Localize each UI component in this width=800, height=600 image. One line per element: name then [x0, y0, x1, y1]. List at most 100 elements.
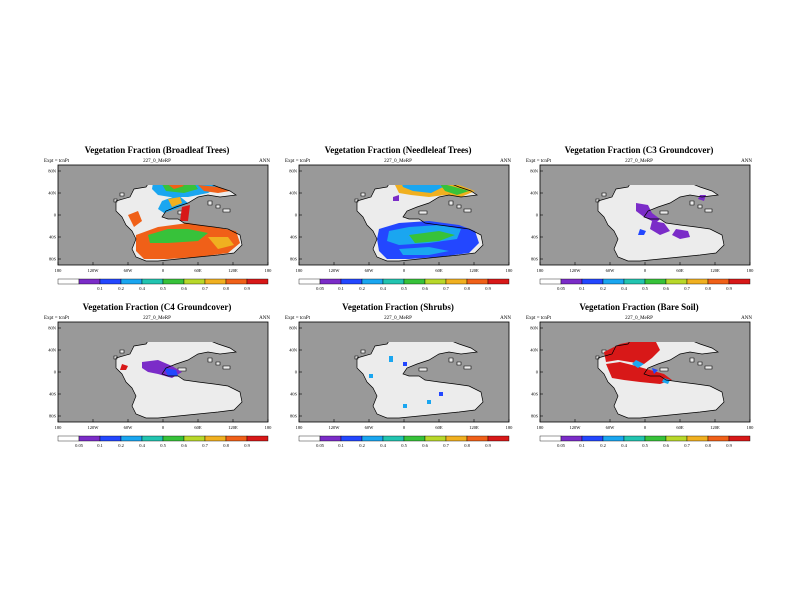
colorbar-segment	[728, 278, 751, 285]
vegetation-region	[427, 400, 431, 404]
colorbar-segment	[183, 435, 206, 442]
colorbar-tick-label: 0.6	[181, 286, 187, 291]
colorbar-segment	[57, 435, 80, 442]
x-tick-label: 180	[747, 425, 755, 430]
x-tick-label: 120E	[710, 268, 720, 273]
island	[222, 208, 231, 213]
x-tick-label: 60W	[365, 425, 375, 430]
x-tick-label: 0	[644, 425, 647, 430]
island	[360, 192, 366, 197]
x-tick-label: 60W	[365, 268, 375, 273]
colorbar-segment	[361, 278, 384, 285]
colorbar-tick-label: 0.05	[75, 443, 84, 448]
colorbar-segment	[99, 278, 122, 285]
map-layers	[113, 185, 243, 262]
colorbar-tick-label: 0.8	[464, 286, 470, 291]
land-mass	[357, 342, 483, 418]
y-tick-label: 80S	[49, 257, 57, 262]
island	[689, 357, 695, 363]
island	[360, 349, 366, 354]
x-tick-label: 180	[296, 268, 304, 273]
y-tick-label: 80S	[49, 414, 57, 419]
expt-label: Expt = tcnPt	[44, 159, 70, 164]
colorbar-tick-label: 0.1	[97, 443, 103, 448]
colorbar-tick-label: 0.7	[202, 286, 208, 291]
x-tick-label: 0	[162, 425, 165, 430]
colorbar-segment	[623, 278, 646, 285]
vegetation-region	[403, 404, 407, 408]
colorbar-tick-label: 0.2	[118, 286, 124, 291]
y-tick-label: 0	[295, 213, 298, 218]
colorbar-segment	[424, 435, 447, 442]
colorbar-segment	[560, 435, 583, 442]
run-label: 227_0_MeRP	[384, 316, 412, 321]
run-label: 227_0_MeRP	[384, 159, 412, 164]
colorbar-tick-label: 0.9	[726, 443, 732, 448]
colorbar-segment	[707, 435, 730, 442]
chart-title: Vegetation Fraction (Needleleaf Trees)	[324, 145, 472, 155]
colorbar-tick-label: 0.8	[705, 286, 711, 291]
vegetation-region	[128, 211, 142, 227]
colorbar-tick-label: 0.1	[579, 443, 585, 448]
colorbar-segment	[539, 435, 562, 442]
colorbar-tick-label: 0.4	[139, 286, 145, 291]
y-tick-label: 40S	[290, 392, 298, 397]
vegetation-region	[604, 342, 660, 364]
island	[456, 204, 462, 209]
colorbar-tick-label: 0.7	[684, 443, 690, 448]
coastline	[597, 342, 725, 419]
colorbar-segment	[340, 278, 363, 285]
colorbar-tick-label: 0.5	[401, 443, 407, 448]
colorbar-segment	[382, 435, 405, 442]
chart-title: Vegetation Fraction (C4 Groundcover)	[82, 302, 232, 312]
x-tick-label: 60E	[194, 425, 202, 430]
vegetation-region	[662, 378, 670, 384]
colorbar-segment	[581, 435, 604, 442]
colorbar-segment	[560, 278, 583, 285]
map-plot: 180 120W 60W 0 60E 120E 180 80N 40N 0 40S 80S 0.05 0.…	[289, 321, 513, 448]
x-tick-label: 0	[403, 268, 406, 273]
colorbar-tick-label: 0.8	[223, 286, 229, 291]
colorbar-segment	[78, 435, 101, 442]
vegetation-region	[652, 368, 658, 374]
colorbar-tick-label: 0.4	[380, 443, 386, 448]
island	[215, 204, 221, 209]
y-tick-label: 80S	[531, 414, 539, 419]
y-tick-label: 40S	[49, 235, 57, 240]
colorbar-segment	[204, 278, 227, 285]
x-tick-label: 120W	[88, 425, 100, 430]
colorbar-tick-label: 0.7	[443, 286, 449, 291]
expt-label: Expt = tcnPt	[526, 159, 552, 164]
chart-panel-bare-soil: Vegetation Fraction (Bare Soil) Expt = t…	[526, 302, 755, 472]
vegetation-region	[180, 205, 190, 221]
y-tick-label: 80N	[530, 326, 539, 331]
x-tick-label: 180	[296, 425, 304, 430]
coastline	[115, 342, 243, 419]
vegetation-region	[409, 231, 455, 243]
y-tick-label: 40S	[49, 392, 57, 397]
colorbar-segment	[424, 278, 447, 285]
vegetation-region	[606, 362, 672, 384]
island	[704, 208, 713, 213]
y-tick-label: 80S	[290, 414, 298, 419]
colorbar-tick-label: 0.2	[359, 286, 365, 291]
vegetation-region	[399, 247, 449, 255]
island	[222, 365, 231, 370]
colorbar-tick-label: 0.7	[202, 443, 208, 448]
vegetation-region	[636, 203, 660, 223]
x-tick-label: 180	[265, 425, 273, 430]
chart-panel-needleleaf-trees: Vegetation Fraction (Needleleaf Trees) E…	[285, 145, 513, 315]
colorbar-segment	[57, 278, 80, 285]
colorbar-tick-label: 0.5	[160, 443, 166, 448]
colorbar-tick-label: 0.6	[181, 443, 187, 448]
colorbar-segment	[183, 278, 206, 285]
y-tick-label: 80N	[48, 169, 57, 174]
colorbar-tick-label: 0.9	[485, 286, 491, 291]
colorbar-tick-label: 0.5	[642, 286, 648, 291]
island	[463, 208, 472, 213]
colorbar-segment	[298, 278, 321, 285]
x-tick-label: 180	[55, 425, 63, 430]
island	[689, 200, 695, 206]
map-layers	[354, 185, 484, 262]
colorbar-segment	[382, 278, 405, 285]
